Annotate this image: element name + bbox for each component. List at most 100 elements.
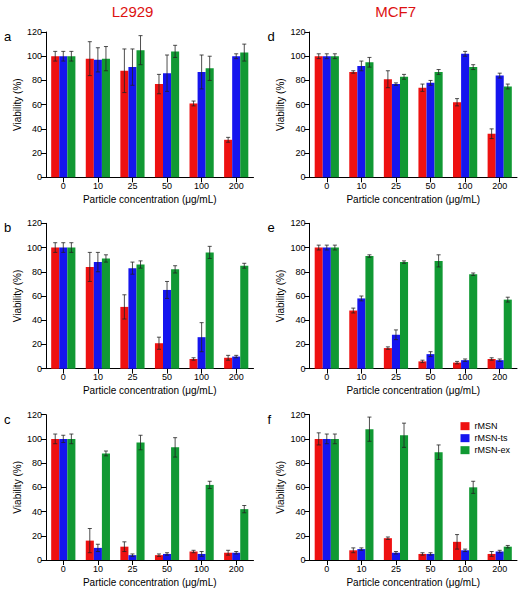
- svg-text:L2929: L2929: [112, 3, 154, 20]
- svg-text:0: 0: [300, 172, 305, 182]
- svg-text:80: 80: [295, 75, 305, 85]
- svg-text:Particle concentration (μg/mL): Particle concentration (μg/mL): [346, 194, 480, 205]
- svg-text:100: 100: [458, 372, 473, 382]
- svg-text:20: 20: [32, 531, 42, 541]
- svg-text:e: e: [268, 220, 275, 235]
- svg-text:40: 40: [295, 315, 305, 325]
- svg-text:20: 20: [32, 339, 42, 349]
- svg-text:40: 40: [295, 124, 305, 134]
- svg-text:10: 10: [93, 564, 103, 574]
- svg-text:60: 60: [295, 291, 305, 301]
- svg-text:120: 120: [290, 27, 305, 37]
- svg-text:rMSN: rMSN: [475, 421, 498, 431]
- svg-text:10: 10: [356, 181, 366, 191]
- svg-text:60: 60: [32, 291, 42, 301]
- svg-text:100: 100: [458, 181, 473, 191]
- svg-text:50: 50: [426, 372, 436, 382]
- svg-text:50: 50: [426, 181, 436, 191]
- svg-text:25: 25: [127, 564, 137, 574]
- svg-text:200: 200: [229, 564, 244, 574]
- svg-text:40: 40: [32, 315, 42, 325]
- svg-text:120: 120: [27, 218, 42, 228]
- svg-text:0: 0: [300, 555, 305, 565]
- svg-text:200: 200: [492, 372, 507, 382]
- svg-text:50: 50: [162, 564, 172, 574]
- svg-text:25: 25: [391, 372, 401, 382]
- svg-text:0: 0: [61, 372, 66, 382]
- svg-text:10: 10: [93, 372, 103, 382]
- svg-text:20: 20: [295, 148, 305, 158]
- svg-text:Viability (%): Viability (%): [275, 270, 286, 323]
- svg-text:200: 200: [229, 372, 244, 382]
- svg-text:100: 100: [290, 434, 305, 444]
- svg-text:50: 50: [426, 564, 436, 574]
- svg-text:120: 120: [290, 410, 305, 420]
- svg-text:100: 100: [290, 243, 305, 253]
- svg-text:0: 0: [324, 564, 329, 574]
- svg-text:120: 120: [27, 410, 42, 420]
- svg-text:100: 100: [194, 372, 209, 382]
- svg-text:0: 0: [37, 172, 42, 182]
- svg-text:50: 50: [162, 181, 172, 191]
- svg-text:80: 80: [295, 267, 305, 277]
- svg-text:25: 25: [391, 564, 401, 574]
- svg-text:0: 0: [324, 181, 329, 191]
- svg-text:80: 80: [32, 267, 42, 277]
- svg-text:Particle concentration (μg/mL): Particle concentration (μg/mL): [346, 385, 480, 396]
- svg-text:80: 80: [32, 75, 42, 85]
- svg-text:200: 200: [229, 181, 244, 191]
- svg-text:Particle concentration (μg/mL): Particle concentration (μg/mL): [83, 194, 217, 205]
- svg-text:40: 40: [295, 507, 305, 517]
- svg-text:0: 0: [61, 181, 66, 191]
- svg-text:40: 40: [32, 124, 42, 134]
- svg-text:120: 120: [290, 218, 305, 228]
- svg-text:f: f: [268, 412, 272, 427]
- svg-text:b: b: [4, 220, 11, 235]
- svg-text:rMSN-ts: rMSN-ts: [475, 433, 508, 443]
- svg-text:Particle concentration (μg/mL): Particle concentration (μg/mL): [346, 577, 480, 588]
- svg-text:d: d: [268, 29, 275, 44]
- svg-text:Particle concentration (μg/mL): Particle concentration (μg/mL): [83, 385, 217, 396]
- svg-text:Viability (%): Viability (%): [12, 78, 23, 131]
- svg-text:rMSN-ex: rMSN-ex: [475, 445, 511, 455]
- svg-text:10: 10: [93, 181, 103, 191]
- svg-text:80: 80: [295, 458, 305, 468]
- svg-text:60: 60: [295, 482, 305, 492]
- svg-text:100: 100: [194, 181, 209, 191]
- svg-text:20: 20: [295, 531, 305, 541]
- svg-text:0: 0: [324, 372, 329, 382]
- svg-text:10: 10: [356, 564, 366, 574]
- svg-text:60: 60: [32, 100, 42, 110]
- svg-text:20: 20: [32, 148, 42, 158]
- svg-text:20: 20: [295, 339, 305, 349]
- svg-text:120: 120: [27, 27, 42, 37]
- svg-text:0: 0: [61, 564, 66, 574]
- svg-text:Viability (%): Viability (%): [275, 461, 286, 514]
- svg-text:60: 60: [32, 482, 42, 492]
- svg-text:200: 200: [492, 181, 507, 191]
- svg-text:MCF7: MCF7: [375, 3, 416, 20]
- svg-text:Viability (%): Viability (%): [275, 78, 286, 131]
- svg-text:100: 100: [27, 51, 42, 61]
- svg-text:c: c: [4, 412, 11, 427]
- svg-text:200: 200: [492, 564, 507, 574]
- svg-text:10: 10: [356, 372, 366, 382]
- svg-text:50: 50: [162, 372, 172, 382]
- svg-text:0: 0: [37, 555, 42, 565]
- svg-text:60: 60: [295, 100, 305, 110]
- svg-text:100: 100: [194, 564, 209, 574]
- svg-text:25: 25: [127, 372, 137, 382]
- svg-text:100: 100: [27, 434, 42, 444]
- svg-text:100: 100: [290, 51, 305, 61]
- svg-text:Viability (%): Viability (%): [12, 461, 23, 514]
- svg-text:25: 25: [127, 181, 137, 191]
- svg-text:a: a: [4, 29, 12, 44]
- svg-text:Viability (%): Viability (%): [12, 270, 23, 323]
- svg-text:40: 40: [32, 507, 42, 517]
- svg-text:80: 80: [32, 458, 42, 468]
- svg-text:25: 25: [391, 181, 401, 191]
- svg-text:Particle concentration (μg/mL): Particle concentration (μg/mL): [83, 577, 217, 588]
- svg-text:0: 0: [37, 364, 42, 374]
- svg-text:100: 100: [27, 243, 42, 253]
- svg-text:0: 0: [300, 364, 305, 374]
